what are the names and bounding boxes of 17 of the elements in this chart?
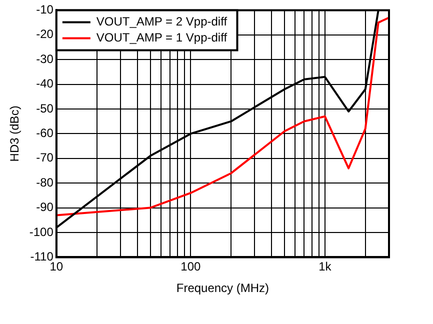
y-tick-label: -20: [36, 27, 54, 42]
x-tick-label: 100: [180, 260, 202, 274]
x-tick-label: 1k: [318, 260, 332, 274]
y-tick-label: -10: [36, 2, 54, 17]
x-axis-title: Frequency (MHz): [176, 281, 270, 296]
y-tick-label: -90: [36, 200, 54, 214]
legend-label: VOUT_AMP = 1 Vpp-diff: [96, 30, 228, 45]
legend-label: VOUT_AMP = 2 Vpp-diff: [96, 14, 228, 29]
x-tick-label: 10: [50, 260, 64, 274]
y-tick-label: -70: [36, 150, 54, 165]
y-tick-label: -50: [36, 101, 54, 116]
y-axis-title: HD3 (dBc): [8, 106, 22, 162]
y-tick-label: -100: [29, 224, 54, 239]
y-tick-label: -40: [36, 76, 54, 91]
y-tick-label: -60: [36, 126, 54, 140]
y-tick-label: -80: [36, 175, 54, 190]
y-tick-label: -30: [36, 52, 54, 66]
